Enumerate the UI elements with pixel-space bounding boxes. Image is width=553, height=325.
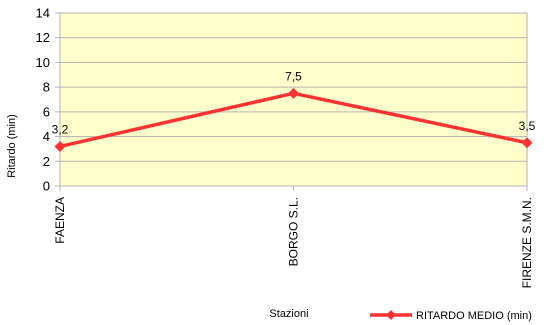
x-tick-labels: FAENZA BORGO S.L. FIRENZE S.M.N. xyxy=(53,197,534,288)
axes xyxy=(55,12,528,191)
data-point xyxy=(521,137,533,149)
plot-area xyxy=(60,13,527,186)
y-tick-label: 4 xyxy=(43,129,50,144)
x-tick-label: FAENZA xyxy=(53,197,67,244)
y-tick-label: 0 xyxy=(43,179,50,194)
x-tick-label: FIRENZE S.M.N. xyxy=(520,197,534,288)
y-tick-label: 8 xyxy=(43,80,50,95)
y-tick-labels: 0 2 4 6 8 10 12 14 xyxy=(36,6,50,194)
series-group xyxy=(54,87,533,152)
y-tick-label: 2 xyxy=(43,154,50,169)
grid-lines xyxy=(60,12,527,187)
data-point xyxy=(288,87,299,99)
legend: RITARDO MEDIO (min) xyxy=(370,310,532,322)
y-tick-label: 12 xyxy=(36,30,50,45)
data-label: 3,5 xyxy=(519,119,536,133)
legend-label: RITARDO MEDIO (min) xyxy=(416,310,532,322)
y-tick-label: 10 xyxy=(36,55,50,70)
y-axis-label: Ritardo (min) xyxy=(6,114,18,178)
legend-marker xyxy=(386,310,396,320)
data-label: 7,5 xyxy=(285,69,302,83)
data-point xyxy=(54,140,66,152)
y-tick-label: 6 xyxy=(43,104,50,119)
data-label: 3,2 xyxy=(52,122,69,136)
y-tick-label: 14 xyxy=(36,6,50,21)
x-axis-label: Stazioni xyxy=(269,308,308,320)
data-labels: 3,2 7,5 3,5 xyxy=(52,69,536,136)
x-tick-label: BORGO S.L. xyxy=(287,197,301,266)
